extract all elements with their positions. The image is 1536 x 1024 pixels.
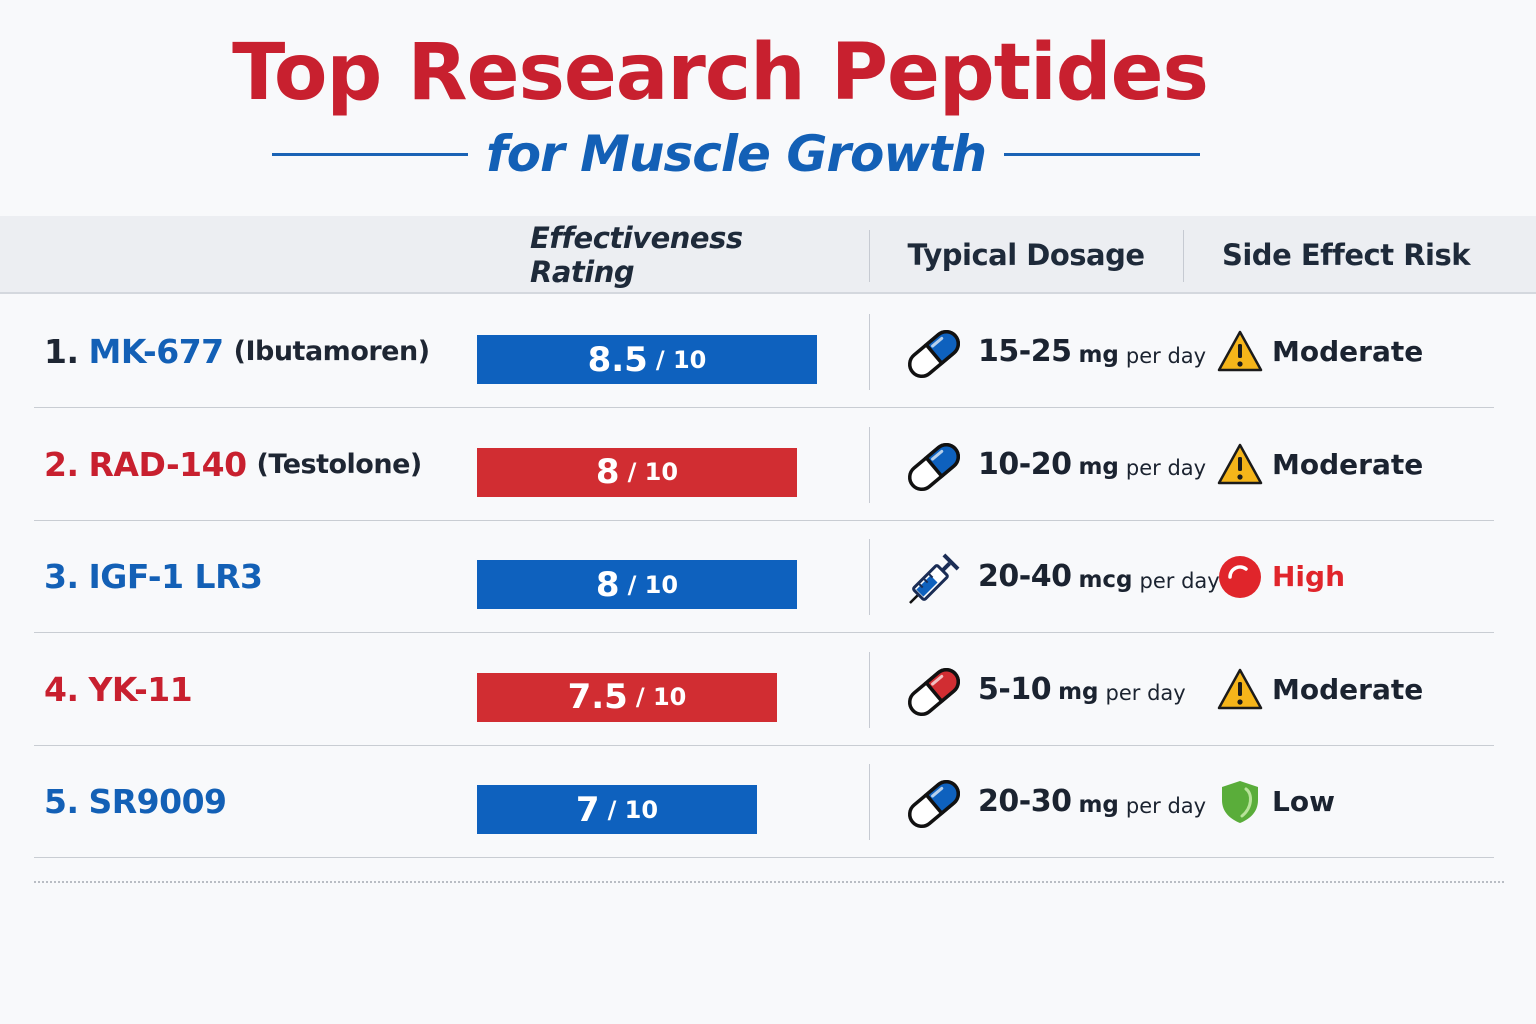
dosage-unit: mg	[1078, 454, 1119, 480]
warning-icon	[1216, 666, 1264, 714]
shield-icon	[1216, 778, 1264, 826]
side-effect-risk: Moderate	[1272, 672, 1424, 706]
pill-red-icon	[902, 660, 966, 724]
dosage: 10-20 mg per day	[978, 409, 1206, 520]
dosage-unit: mg	[1078, 791, 1119, 818]
warning-icon	[1216, 328, 1264, 376]
effectiveness-bar: 8 / 10	[477, 447, 797, 497]
high-risk-circle-icon	[1216, 553, 1264, 601]
syringe-icon	[902, 547, 966, 611]
dosage: 20-40 mcg per day	[978, 521, 1220, 632]
dosage-value: 15-25	[978, 334, 1072, 369]
page-subtitle: for Muscle Growth	[485, 125, 987, 183]
rating-denominator: / 10	[627, 458, 679, 486]
peptide-title: IGF-1 LR3	[88, 557, 263, 596]
rank-number: 4.	[44, 669, 79, 709]
peptide-alias: (Testolone)	[256, 448, 423, 480]
effectiveness-bar: 8.5 / 10	[477, 335, 817, 384]
table-row: 4. YK-11 7.5 / 10 5-10 mg per day Modera…	[34, 634, 1494, 746]
peptide-title: MK-677	[88, 332, 225, 371]
table-row: 1. MK-677 (Ibutamoren) 8.5 / 10 15-25 mg…	[34, 296, 1494, 408]
effectiveness-bar: 7.5 / 10	[477, 672, 777, 722]
dosage-value: 20-40	[978, 559, 1072, 594]
warning-icon	[1216, 441, 1264, 489]
column-header-side-effects: Side Effect Risk	[1221, 238, 1471, 272]
dosage-unit: mcg	[1078, 566, 1133, 593]
side-effect-risk: Low	[1272, 785, 1335, 818]
pill-blue-icon	[902, 322, 966, 386]
peptide-title: SR9009	[88, 782, 228, 821]
dosage-value: 5-10	[978, 671, 1052, 707]
subtitle-block: for Muscle Growth	[272, 118, 1200, 190]
footer-divider	[34, 881, 1504, 883]
peptide-title: RAD-140	[88, 444, 248, 484]
effectiveness-bar: 7 / 10	[477, 785, 757, 834]
subtitle-rule-left	[272, 152, 468, 156]
pill-blue-icon	[902, 772, 966, 836]
rank-number: 3.	[44, 557, 79, 596]
rating-value: 8	[595, 564, 620, 605]
dosage-frequency: per day	[1139, 568, 1220, 593]
peptide-name: 4. YK-11	[44, 634, 202, 745]
dosage-frequency: per day	[1125, 793, 1207, 818]
dosage: 15-25 mg per day	[978, 296, 1206, 407]
column-header-dosage: Typical Dosage	[907, 238, 1146, 272]
dosage-value: 10-20	[978, 446, 1072, 482]
peptide-name: 1. MK-677 (Ibutamoren)	[44, 296, 430, 407]
table-header: Effectiveness Rating Typical Dosage Side…	[0, 216, 1536, 294]
table-row: 5. SR9009 7 / 10 20-30 mg per day Low	[34, 746, 1494, 858]
rating-denominator: / 10	[635, 683, 687, 711]
side-effect-risk: Moderate	[1272, 447, 1424, 481]
peptide-name: 2. RAD-140 (Testolone)	[44, 409, 422, 520]
peptide-alias: (Ibutamoren)	[233, 336, 430, 367]
rank-number: 2.	[44, 444, 79, 484]
rating-denominator: / 10	[627, 570, 679, 599]
side-effect-risk: Moderate	[1272, 335, 1424, 368]
side-effect-risk: High	[1272, 560, 1346, 593]
dosage-frequency: per day	[1125, 343, 1207, 368]
rating-value: 7.5	[567, 677, 628, 717]
table-row: 3. IGF-1 LR3 8 / 10 20-40 mcg per day Hi…	[34, 521, 1494, 633]
rating-value: 8	[595, 452, 620, 492]
dosage-value: 20-30	[978, 784, 1072, 819]
peptide-title: YK-11	[88, 669, 193, 709]
rank-number: 1.	[44, 332, 79, 371]
rank-number: 5.	[44, 782, 79, 821]
dosage: 5-10 mg per day	[978, 634, 1186, 745]
dosage-frequency: per day	[1105, 681, 1186, 705]
rating-value: 7	[575, 789, 600, 830]
rating-value: 8.5	[587, 339, 648, 380]
column-divider	[869, 426, 870, 503]
dosage-unit: mg	[1058, 679, 1099, 705]
subtitle-rule-right	[1004, 152, 1200, 156]
rating-denominator: / 10	[655, 345, 707, 374]
effectiveness-bar: 8 / 10	[477, 560, 797, 609]
dosage-frequency: per day	[1125, 456, 1207, 480]
column-divider	[869, 539, 870, 615]
page-title: Top Research Peptides	[232, 28, 1209, 118]
column-divider	[869, 764, 870, 840]
header-divider	[1183, 230, 1184, 282]
column-divider	[869, 651, 870, 728]
dosage-unit: mg	[1078, 341, 1119, 368]
pill-blue-icon	[902, 435, 966, 499]
rating-denominator: / 10	[607, 795, 659, 824]
peptide-name: 5. SR9009	[44, 746, 237, 857]
table-row: 2. RAD-140 (Testolone) 8 / 10 10-20 mg p…	[34, 409, 1494, 521]
header-divider	[869, 230, 870, 282]
peptide-name: 3. IGF-1 LR3	[44, 521, 272, 632]
column-header-effectiveness: Effectiveness Rating	[530, 221, 743, 289]
dosage: 20-30 mg per day	[978, 746, 1206, 857]
column-divider	[869, 314, 870, 390]
